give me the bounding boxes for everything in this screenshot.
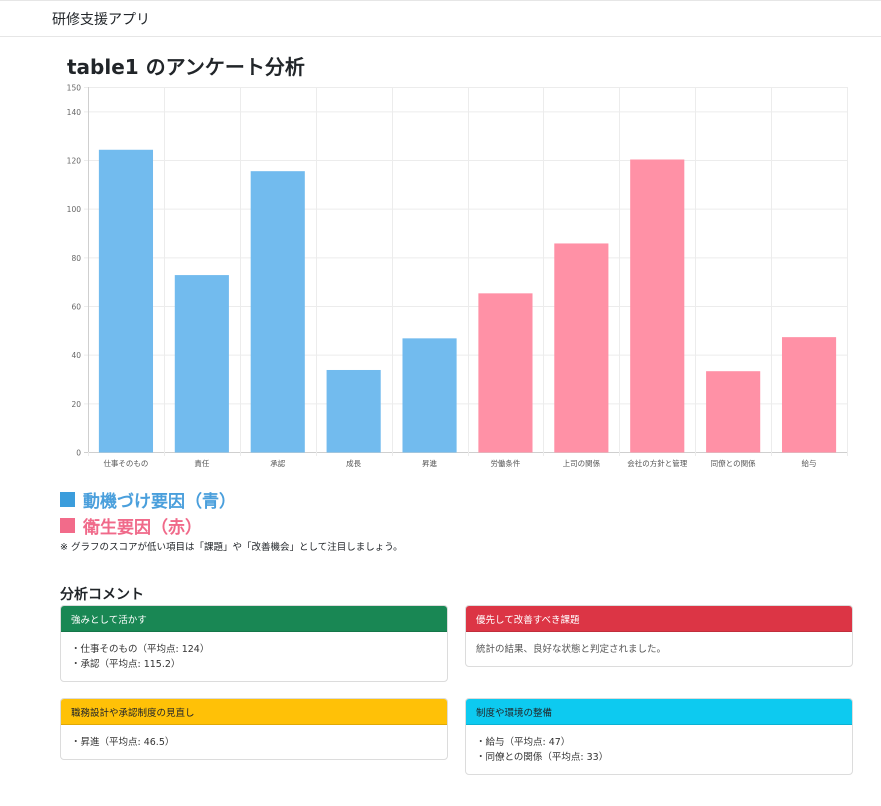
- bar: [326, 369, 381, 453]
- y-tick-label: 80: [71, 254, 81, 263]
- bar: [478, 293, 533, 453]
- bar: [174, 275, 229, 453]
- list-item: ・承認（平均点: 115.2）: [71, 659, 181, 670]
- environment-card: 制度や環境の整備 ・給与（平均点: 47） ・同僚との関係（平均点: 33）: [465, 698, 853, 775]
- x-tick-label: 仕事そのもの: [103, 458, 148, 468]
- y-tick-label: 40: [71, 351, 81, 360]
- x-tick-label: 給与: [802, 458, 817, 468]
- legend-hygiene: 衛生要因（赤）: [60, 513, 202, 538]
- bar: [630, 159, 685, 453]
- list-item: ・同僚との関係（平均点: 33）: [476, 752, 609, 763]
- navbar: 研修支援アプリ: [0, 0, 881, 37]
- bar: [98, 149, 154, 453]
- y-tick-label: 140: [67, 108, 82, 117]
- x-tick-label: 上司の関係: [563, 459, 601, 468]
- chart-note: ※ グラフのスコアが低い項目は「課題」や「改善機会」として注目しましょう。: [60, 542, 403, 553]
- x-tick-label: 承認: [270, 458, 285, 468]
- legend-hygiene-label: 衛生要因（赤）: [83, 518, 202, 538]
- x-tick-label: 同僚との関係: [711, 458, 756, 468]
- job-design-card-body: ・昇進（平均点: 46.5）: [61, 725, 447, 759]
- app-brand-link[interactable]: 研修支援アプリ: [52, 12, 150, 28]
- score-bar-chart: 0 20 40 60 80 100 120 140 150 仕事そのもの 責任 承認 成長 昇進 労働条件 上…: [67, 84, 848, 468]
- bar: [781, 337, 837, 453]
- job-design-card-header: 職務設計や承認制度の見直し: [61, 699, 447, 725]
- y-tick-label: 150: [67, 84, 82, 93]
- list-item: ・仕事そのもの（平均点: 124）: [71, 644, 210, 655]
- legend-red-swatch: [60, 518, 75, 533]
- x-tick-label: 責任: [194, 458, 209, 468]
- bar: [402, 338, 457, 453]
- x-tick-label: 会社の方針と管理: [627, 458, 687, 468]
- list-item: ・給与（平均点: 47）: [476, 737, 571, 748]
- x-tick-label: 労働条件: [490, 458, 520, 468]
- page-title: table1 のアンケート分析: [67, 55, 305, 79]
- y-tick-label: 120: [67, 157, 82, 166]
- priority-card-body: 統計の結果、良好な状態と判定されました。: [466, 632, 852, 666]
- legend-motivation: 動機づけ要因（青）: [60, 487, 236, 512]
- strengths-card: 強みとして活かす ・仕事そのもの（平均点: 124） ・承認（平均点: 115.…: [60, 605, 448, 682]
- bar: [250, 171, 305, 453]
- bar: [554, 243, 609, 453]
- x-tick-label: 昇進: [422, 459, 437, 468]
- environment-card-header: 制度や環境の整備: [466, 699, 852, 725]
- legend-blue-swatch: [60, 492, 75, 507]
- job-design-card: 職務設計や承認制度の見直し ・昇進（平均点: 46.5）: [60, 698, 448, 760]
- strengths-card-header: 強みとして活かす: [61, 606, 447, 632]
- analysis-title: 分析コメント: [60, 587, 144, 603]
- y-tick-label: 20: [71, 400, 81, 409]
- y-tick-label: 0: [76, 449, 81, 458]
- legend-motivation-label: 動機づけ要因（青）: [83, 492, 236, 512]
- y-tick-label: 100: [67, 205, 82, 214]
- priority-card: 優先して改善すべき課題 統計の結果、良好な状態と判定されました。: [465, 605, 853, 667]
- y-tick-label: 60: [71, 303, 81, 312]
- bar: [706, 371, 761, 453]
- priority-text: 統計の結果、良好な状態と判定されました。: [476, 644, 667, 655]
- x-tick-label: 成長: [346, 458, 361, 468]
- list-item: ・昇進（平均点: 46.5）: [71, 737, 175, 748]
- environment-card-body: ・給与（平均点: 47） ・同僚との関係（平均点: 33）: [466, 725, 852, 774]
- priority-card-header: 優先して改善すべき課題: [466, 606, 852, 632]
- strengths-card-body: ・仕事そのもの（平均点: 124） ・承認（平均点: 115.2）: [61, 632, 447, 681]
